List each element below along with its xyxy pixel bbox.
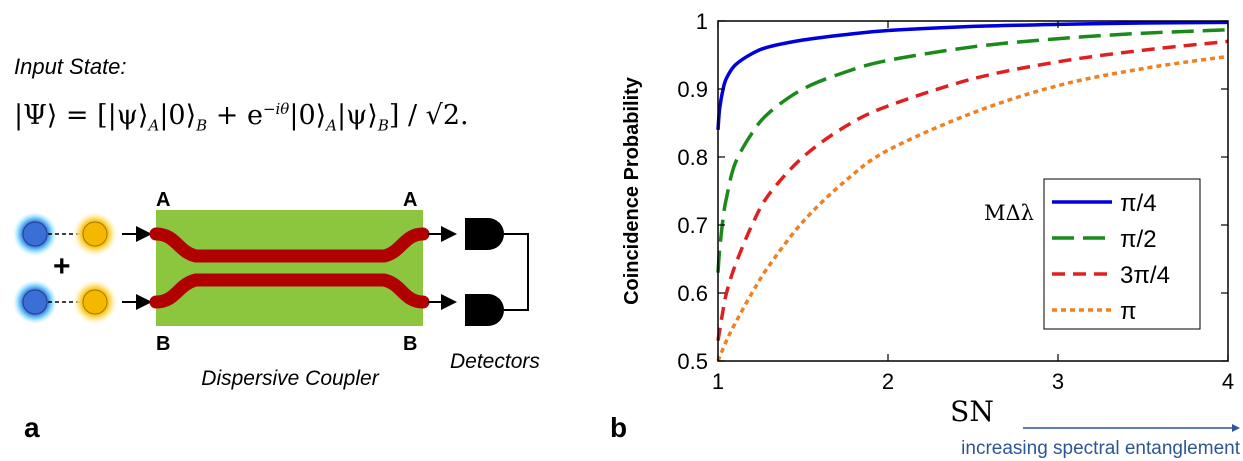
entanglement-caption: increasing spectral entanglement [961, 438, 1241, 459]
equation-sub-b2: B [377, 116, 389, 135]
waveguide-top [149, 227, 430, 263]
x-tick-label: 4 [1222, 369, 1234, 394]
legend-box [1043, 178, 1201, 330]
waveguide-bottom [149, 273, 430, 309]
port-b-left: B [156, 333, 170, 355]
y-tick-label: 0.8 [677, 145, 708, 170]
series-line-1 [716, 20, 1229, 130]
legend-label-2: π/2 [1120, 226, 1157, 253]
port-a-left: A [156, 189, 170, 211]
coincidence-wire [504, 233, 529, 311]
equation-psi-b: |ψ⟩ [337, 100, 378, 131]
port-a-right: A [403, 189, 417, 211]
legend-title: MΔλ [984, 201, 1034, 225]
equation-exponent: −iθ [262, 100, 290, 118]
x-axis-label: SN [950, 395, 994, 428]
equation-close: ] / √2. [388, 100, 469, 131]
equation-zero-b: |0⟩ [159, 100, 197, 131]
x-tick-label: 2 [882, 369, 894, 394]
legend-label-4: π [1120, 298, 1137, 325]
panel-letter-a: a [24, 412, 40, 443]
coupler-label: Dispersive Coupler [201, 367, 379, 390]
legend: MΔλ π/4 π/2 3π/4 π [984, 178, 1201, 330]
equation-term1: [|ψ⟩ [97, 100, 149, 131]
detectors-label: Detectors [450, 350, 540, 373]
coincidence-chart: 1 2 3 4 0.5 0.6 0.7 0.8 0.9 1 Coincidence Probabi… [610, 9, 1241, 459]
equation-equals: = [65, 100, 89, 131]
x-tick-label: 1 [712, 369, 724, 394]
y-axis-label: Coincidence Probability [621, 76, 643, 305]
equation-lhs: |Ψ⟩ [14, 100, 58, 131]
legend-label-3: 3π/4 [1120, 262, 1170, 289]
series-line-4 [716, 54, 1229, 362]
x-tick-label: 3 [1052, 369, 1064, 394]
input-state-equation: |Ψ⟩ = [|ψ⟩A|0⟩B + e−iθ|0⟩A|ψ⟩B] / √2. [14, 100, 469, 134]
equation-sub-b: B [196, 116, 208, 135]
series-line-2 [716, 28, 1229, 273]
panel-a: Input State: |Ψ⟩ = [|ψ⟩A|0⟩B + e−iθ|0⟩A|… [0, 0, 600, 461]
legend-label-1: π/4 [1120, 190, 1157, 217]
coupler-chip [156, 210, 423, 326]
equation-zero-a: |0⟩ [289, 100, 327, 131]
series-line-3 [716, 39, 1229, 341]
panel-b: 1 2 3 4 0.5 0.6 0.7 0.8 0.9 1 Coincidence Probabi… [600, 0, 1243, 461]
equation-plus: + e [207, 100, 263, 131]
coupler-diagram: + A A B B Dispersive Coupler Detectors [13, 189, 540, 443]
detector-bottom-icon [465, 294, 504, 326]
panel-letter-b: b [610, 412, 627, 443]
input-state-label: Input State: [14, 54, 127, 79]
y-tick-label: 1 [696, 9, 708, 34]
y-tick-label: 0.9 [677, 77, 708, 102]
plus-sign: + [53, 250, 71, 283]
entanglement-arrowhead-icon [1232, 424, 1240, 432]
y-tick-label: 0.5 [677, 349, 708, 374]
equation-sub-a: A [148, 116, 160, 135]
y-tick-label: 0.7 [677, 213, 708, 238]
detector-top-icon [465, 218, 504, 250]
port-b-right: B [403, 333, 417, 355]
photon-pair-top [13, 212, 117, 256]
plot-frame [717, 20, 1229, 362]
photon-pair-bottom [13, 280, 117, 324]
y-tick-label: 0.6 [677, 281, 708, 306]
equation-sub-a2: A [326, 116, 337, 135]
